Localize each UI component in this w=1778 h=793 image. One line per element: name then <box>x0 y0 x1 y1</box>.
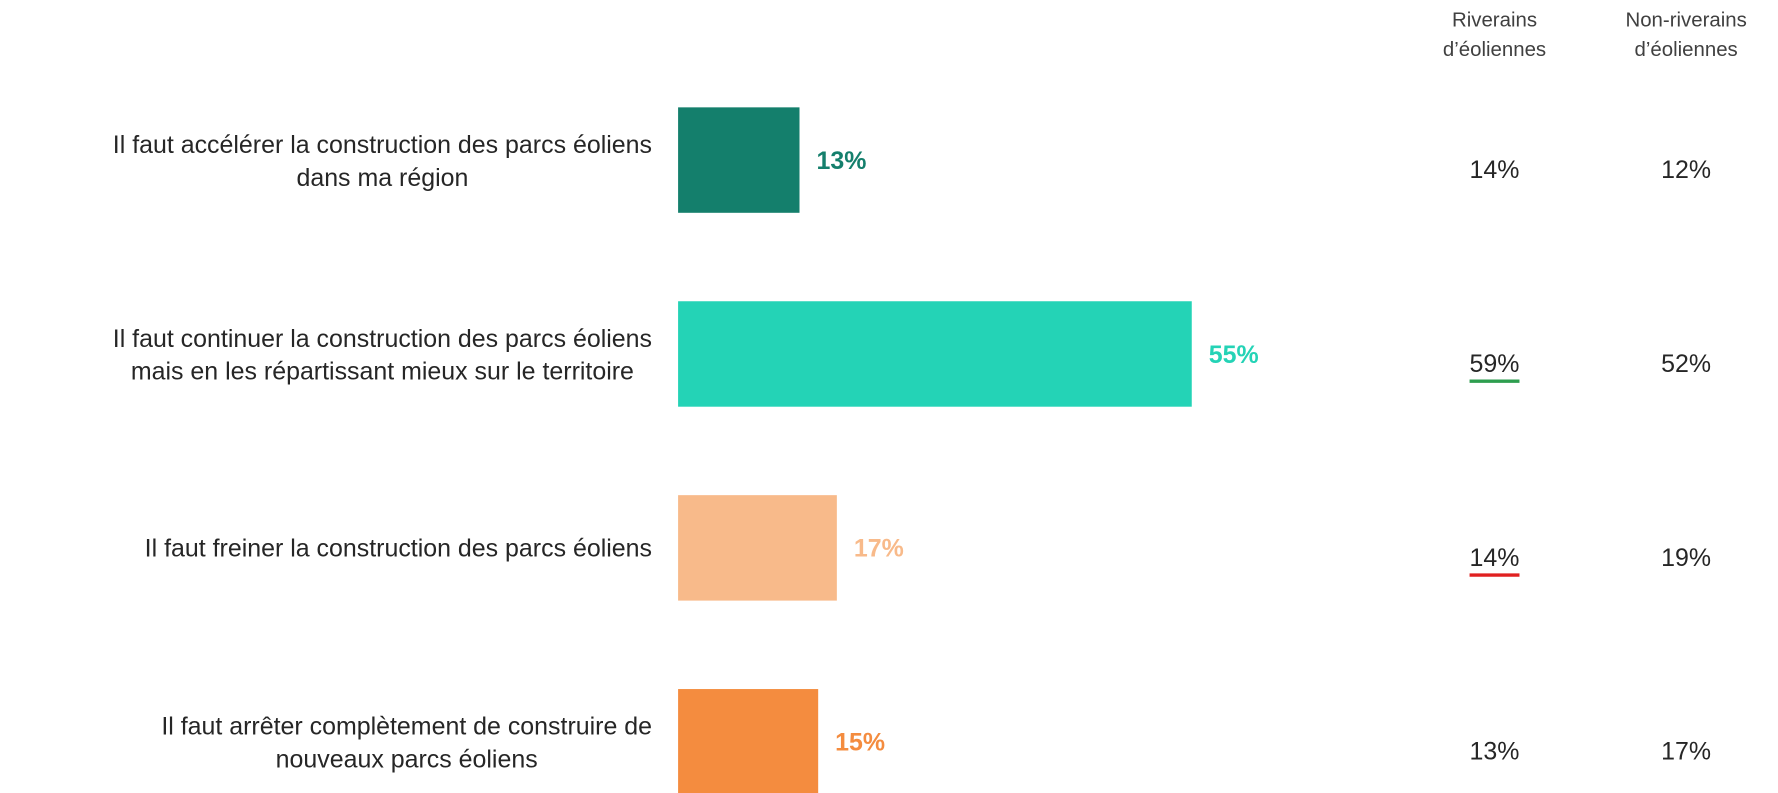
category-label: Il faut freiner la construction des parc… <box>145 535 652 563</box>
table-value: 12% <box>1661 156 1711 184</box>
column-header: Riverains d’éoliennes <box>1443 10 1546 61</box>
value-label: 13% <box>817 147 867 175</box>
bar <box>678 301 1192 407</box>
column-header: Non-riverains d’éoliennes <box>1625 10 1746 61</box>
category-label: Il faut arrêter complètement de construi… <box>161 712 652 773</box>
table-value: 14% <box>1470 156 1520 184</box>
bar <box>678 495 837 601</box>
value-label: 17% <box>854 535 904 563</box>
bar <box>678 689 819 793</box>
value-label: 55% <box>1209 341 1259 369</box>
category-label: Il faut continuer la construction des pa… <box>113 324 652 385</box>
category-label: Il faut accélérer la construction des pa… <box>113 130 652 191</box>
table-value: 17% <box>1661 738 1711 766</box>
table-value: 19% <box>1661 544 1711 572</box>
table-value: 52% <box>1661 350 1711 378</box>
bar <box>678 107 800 213</box>
table-value: 59% <box>1470 350 1520 378</box>
value-label: 15% <box>835 729 885 757</box>
table-value: 14% <box>1470 544 1520 572</box>
table-value: 13% <box>1470 738 1520 766</box>
